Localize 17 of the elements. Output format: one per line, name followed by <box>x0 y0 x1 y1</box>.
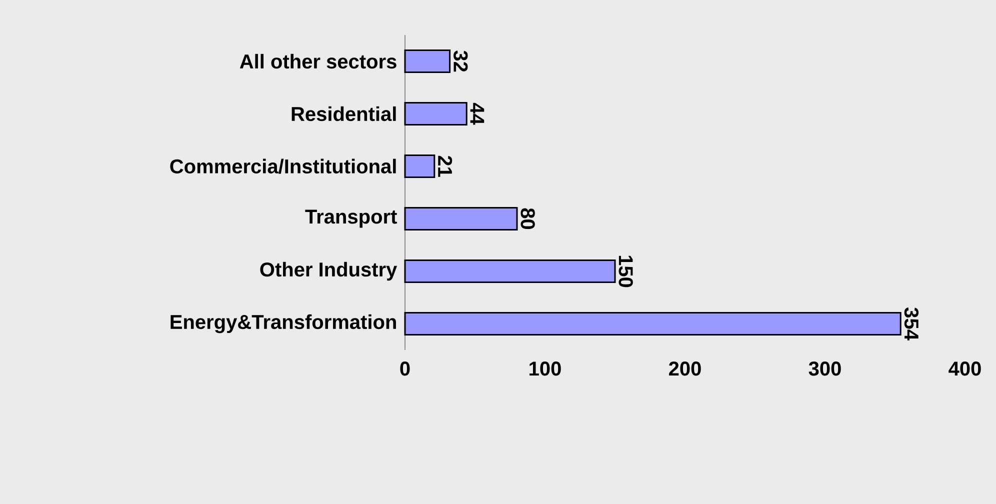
data-label: 21 <box>438 156 452 177</box>
y-tick-label: Energy&Transformation <box>170 314 396 334</box>
data-label: 80 <box>520 208 535 230</box>
y-tick-label: Transport <box>305 210 397 228</box>
x-tick-label: 300 <box>808 362 841 376</box>
x-tick-label: 100 <box>530 362 561 376</box>
x-tick-label: 400 <box>948 362 981 376</box>
x-tick-label: 0 <box>400 362 410 376</box>
y-tick-label: All other sectors <box>240 54 396 69</box>
data-label: 44 <box>470 102 484 125</box>
x-tick-label: 200 <box>669 362 701 376</box>
data-label: 32 <box>454 50 468 72</box>
y-tick-label: Commercia/Institutional <box>170 158 396 174</box>
data-label: 150 <box>618 256 633 288</box>
y-tick-label: Other Industry <box>260 262 398 281</box>
data-label: 354 <box>904 308 919 340</box>
y-tick-label: Residential <box>292 106 396 122</box>
